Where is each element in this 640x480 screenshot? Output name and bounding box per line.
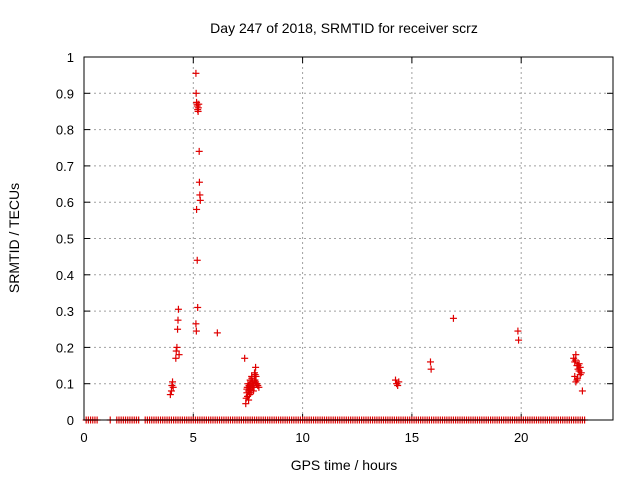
plot-frame: [83, 56, 614, 421]
data-point: [574, 374, 582, 382]
data-point: [195, 147, 203, 155]
data-point: [249, 382, 257, 390]
data-point: [576, 371, 584, 379]
data-point: [394, 382, 402, 390]
data-point: [193, 256, 201, 264]
x-axis-label: GPS time / hours: [291, 457, 398, 473]
x-tick-label: 20: [514, 430, 528, 445]
data-point: [193, 205, 201, 213]
x-tick-label: 15: [405, 430, 419, 445]
y-tick-label: 0.3: [56, 304, 74, 319]
data-point: [251, 371, 259, 379]
data-point: [572, 378, 580, 386]
data-point: [241, 354, 249, 362]
data-point: [515, 336, 523, 344]
data-point: [174, 305, 182, 313]
data-point: [192, 320, 200, 328]
data-point: [247, 387, 255, 395]
data-point: [192, 89, 200, 97]
data-points: [82, 69, 589, 424]
data-point: [427, 365, 435, 373]
x-tick-label: 5: [190, 430, 197, 445]
data-point: [245, 396, 253, 404]
data-point: [578, 387, 586, 395]
grid-lines: [84, 57, 613, 420]
data-point: [174, 316, 182, 324]
data-point: [196, 196, 204, 204]
y-tick-label: 0.9: [56, 86, 74, 101]
data-point: [245, 383, 253, 391]
data-point: [173, 343, 181, 351]
data-point: [172, 347, 180, 355]
y-tick-label: 0.2: [56, 340, 74, 355]
data-point: [172, 354, 180, 362]
data-point: [252, 378, 260, 386]
y-tick-label: 0.4: [56, 268, 74, 283]
y-tick-label: 0.6: [56, 195, 74, 210]
data-point: [244, 392, 252, 400]
axis-ticks: 00.10.20.30.40.50.60.70.80.910 5 10 15 20: [56, 50, 613, 445]
data-point: [252, 363, 260, 371]
y-tick-label: 0: [67, 413, 74, 428]
data-point: [449, 314, 457, 322]
data-point: [395, 378, 403, 386]
data-point: [169, 378, 177, 386]
data-point: [426, 358, 434, 366]
y-tick-label: 0.5: [56, 232, 74, 247]
y-tick-label: 1: [67, 50, 74, 65]
x-tick-label: 10: [295, 430, 309, 445]
data-point: [192, 327, 200, 335]
data-point: [194, 303, 202, 311]
y-axis-label: SRMTID / TECUs: [6, 183, 22, 293]
data-point: [575, 367, 583, 375]
y-tick-label: 0.1: [56, 377, 74, 392]
data-point: [174, 325, 182, 333]
data-point: [574, 362, 582, 370]
data-point: [213, 329, 221, 337]
data-point: [192, 69, 200, 77]
data-point: [168, 382, 176, 390]
data-point: [195, 100, 203, 108]
y-tick-label: 0.8: [56, 123, 74, 138]
data-point: [571, 356, 579, 364]
data-point: [514, 327, 522, 335]
data-point: [195, 178, 203, 186]
chart-title: Day 247 of 2018, SRMTID for receiver scr…: [210, 20, 478, 36]
data-point: [169, 383, 177, 391]
data-point: [166, 391, 174, 399]
data-point: [175, 351, 183, 359]
y-tick-label: 0.7: [56, 159, 74, 174]
x-tick-label: 0: [80, 430, 87, 445]
